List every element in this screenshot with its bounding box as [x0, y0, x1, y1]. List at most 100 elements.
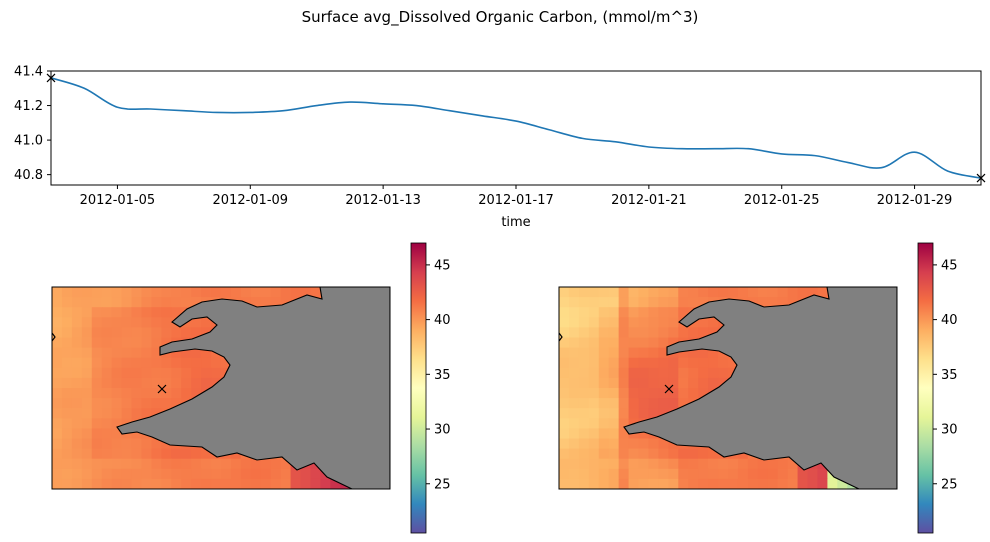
map-cell: [568, 398, 580, 409]
map-cell: [559, 347, 570, 359]
map-cell: [737, 478, 749, 489]
map-cell: [559, 438, 570, 450]
map-cell: [559, 287, 570, 298]
map-cell: [111, 418, 123, 429]
map-cell: [678, 377, 689, 389]
map-cell: [588, 388, 600, 399]
map-cell: [81, 398, 93, 409]
map-cell: [559, 398, 570, 409]
endpoint-marker-1: [976, 173, 986, 183]
map-cell: [588, 307, 600, 318]
map-cell: [181, 377, 192, 389]
map-cell: [578, 388, 590, 399]
map-cell: [608, 367, 620, 379]
map-cell: [638, 478, 650, 489]
map-cell: [668, 398, 679, 409]
map-cell: [71, 438, 83, 450]
map-cell: [101, 317, 113, 328]
map-cell: [559, 297, 570, 308]
map-cell: [141, 408, 153, 419]
map-cell: [161, 468, 172, 480]
map-cell: [221, 287, 232, 298]
map-cell: [728, 458, 739, 470]
map-cell: [777, 297, 789, 308]
map-cell: [757, 478, 769, 489]
map-cell: [658, 438, 669, 450]
map-cell: [250, 468, 262, 480]
map-cell: [91, 357, 103, 369]
map-cell: [71, 458, 83, 470]
map-cell: [777, 458, 789, 470]
map-cell: [827, 478, 838, 489]
map-cell: [121, 458, 133, 470]
map-cell: [131, 317, 143, 328]
map-cell: [718, 458, 729, 470]
map-cell: [91, 327, 103, 339]
map-cell: [151, 398, 162, 409]
map-cell: [270, 478, 282, 489]
map-cell: [111, 468, 123, 480]
map-cell: [52, 377, 63, 389]
map-cell: [191, 448, 202, 460]
map-cell: [121, 438, 133, 450]
map-cell: [658, 297, 669, 308]
map-cell: [598, 297, 610, 308]
map-cell: [81, 357, 93, 369]
map-cell: [61, 388, 73, 399]
map-cell: [111, 317, 123, 328]
map-cell: [608, 478, 620, 489]
map-cell: [668, 317, 679, 328]
map-cell: [638, 317, 650, 328]
map-cell: [250, 458, 262, 470]
map-cell: [131, 377, 143, 389]
map-cell: [52, 428, 63, 440]
map-cell: [618, 388, 630, 399]
map-cell: [71, 367, 83, 379]
map-cell: [559, 408, 570, 419]
map-cell: [718, 357, 729, 369]
map-cell: [608, 438, 620, 450]
map-cell: [91, 478, 103, 489]
map-cell: [618, 377, 630, 389]
map-cell: [71, 337, 83, 349]
x-tick-label: 2012-01-13: [345, 193, 421, 208]
map-cell: [559, 337, 570, 349]
map-cell: [628, 388, 640, 399]
map-cell: [598, 287, 610, 298]
map-cell: [638, 337, 650, 349]
map-cell: [52, 337, 63, 349]
map-cell: [240, 478, 252, 489]
map-cell: [201, 458, 212, 470]
map-cell: [181, 448, 192, 460]
map-cell: [101, 418, 113, 429]
map-cell: [191, 388, 202, 399]
map-cell: [698, 347, 709, 359]
map-cell: [280, 297, 292, 308]
map-cell: [71, 327, 83, 339]
map-cell: [628, 377, 640, 389]
map-cell: [588, 297, 600, 308]
map-cell: [568, 418, 580, 429]
colorbar-left-bar: [410, 242, 427, 534]
map-cell: [588, 337, 600, 349]
map-cell: [61, 418, 73, 429]
map-cell: [161, 307, 172, 318]
map-cell: [608, 327, 620, 339]
map-cell: [52, 357, 63, 369]
map-cell: [111, 337, 123, 349]
map-cell: [787, 478, 799, 489]
map-cell: [559, 418, 570, 429]
map-cell: [141, 398, 153, 409]
map-cell: [191, 327, 202, 339]
map-cell: [101, 307, 113, 318]
map-cell: [280, 287, 292, 298]
map-cell: [171, 327, 182, 339]
map-cell: [628, 297, 640, 308]
map-cell: [638, 347, 650, 359]
map-cell: [688, 388, 699, 399]
map-cell: [52, 408, 63, 419]
map-cell: [270, 458, 282, 470]
map-cell: [559, 317, 570, 328]
map-cell: [628, 438, 640, 450]
map-cell: [708, 478, 719, 489]
